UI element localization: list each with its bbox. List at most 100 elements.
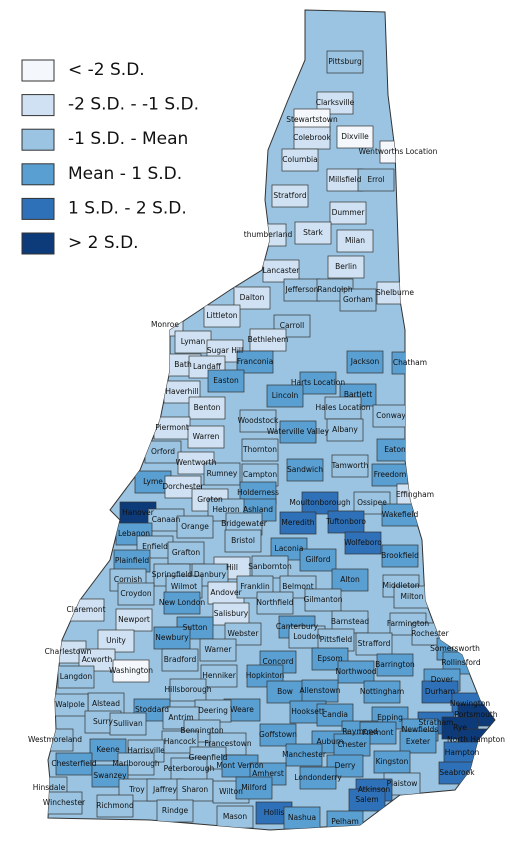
town-name: Mason bbox=[223, 812, 248, 821]
town-name: Antrim bbox=[168, 713, 193, 722]
town-name: Epsom bbox=[317, 654, 342, 663]
town-name: Stewartstown bbox=[286, 115, 338, 124]
town-area bbox=[381, 544, 419, 568]
town-name: Littleton bbox=[206, 311, 237, 320]
town-area bbox=[279, 511, 317, 535]
town-name: Gilmanton bbox=[304, 595, 343, 604]
town-area bbox=[161, 648, 199, 672]
town-area bbox=[96, 794, 134, 818]
town-name: Winchester bbox=[43, 798, 86, 807]
town-name: Enfield bbox=[142, 542, 168, 551]
town-area bbox=[203, 462, 241, 486]
legend: < -2 S.D. -2 S.D. - -1 S.D. -1 S.D. - Mean… bbox=[21, 59, 199, 255]
town-name: Barrington bbox=[375, 660, 415, 669]
town-name: Jefferson bbox=[285, 285, 319, 294]
town-name: Warren bbox=[193, 432, 220, 441]
town-area bbox=[203, 304, 241, 328]
town-name: Campton bbox=[243, 470, 277, 479]
town-name: Loudon bbox=[293, 632, 321, 641]
town-name: Bristol bbox=[231, 536, 255, 545]
town-name: Hales Location bbox=[316, 403, 371, 412]
town-area bbox=[299, 766, 337, 790]
legend-swatch bbox=[21, 197, 55, 220]
town-area bbox=[294, 221, 332, 245]
town-area bbox=[233, 286, 271, 310]
town-name: Harts Location bbox=[291, 378, 346, 387]
town-area bbox=[336, 229, 374, 253]
town-name: Jaffrey bbox=[152, 785, 178, 794]
town-name: Conway bbox=[376, 411, 406, 420]
town-name: Strafford bbox=[358, 639, 391, 648]
town-area bbox=[399, 730, 437, 754]
town-name: Thornton bbox=[242, 445, 277, 454]
town-area bbox=[176, 515, 214, 539]
town-name: Columbia bbox=[282, 155, 317, 164]
town-name: Danbury bbox=[194, 570, 227, 579]
town-area bbox=[109, 712, 147, 736]
town-name: Allenstown bbox=[300, 686, 341, 695]
town-name: Durham bbox=[425, 687, 455, 696]
town-name: Lebanon bbox=[118, 529, 150, 538]
town-area bbox=[355, 632, 393, 656]
town-area bbox=[239, 409, 277, 433]
town-name: Wilmot bbox=[171, 582, 197, 591]
town-name: Claremont bbox=[66, 605, 105, 614]
town-name: Bridgewater bbox=[221, 519, 268, 528]
town-name: Amherst bbox=[252, 769, 284, 778]
town-name: Randolph bbox=[317, 285, 353, 294]
town-name: Easton bbox=[213, 376, 239, 385]
town-name: Hill bbox=[226, 563, 238, 572]
town-name: Washington bbox=[109, 666, 153, 675]
town-name: Mont Vernon bbox=[216, 761, 264, 770]
town-name: Hancock bbox=[164, 737, 197, 746]
town-area bbox=[188, 396, 226, 420]
town-name: Canterbury bbox=[276, 622, 319, 631]
town-area bbox=[316, 91, 354, 115]
town-name: Clarksville bbox=[316, 98, 355, 107]
town-area bbox=[262, 259, 300, 283]
town-area bbox=[207, 369, 245, 393]
town-area bbox=[327, 255, 365, 279]
town-name: Candia bbox=[322, 710, 348, 719]
town-area bbox=[285, 743, 323, 767]
town-name: Troy bbox=[128, 785, 145, 794]
town-area bbox=[346, 350, 384, 374]
town-name: Richmond bbox=[96, 801, 134, 810]
town-area bbox=[376, 653, 414, 677]
town-name: Goffstown bbox=[259, 730, 297, 739]
town-area bbox=[259, 723, 297, 747]
legend-label: 1 S.D. - 2 S.D. bbox=[68, 198, 187, 218]
town-name: Bennington bbox=[180, 726, 223, 735]
town-name: Franklin bbox=[240, 582, 270, 591]
town-name: North Hampton bbox=[447, 735, 505, 744]
town-area bbox=[336, 125, 374, 149]
town-name: Henniker bbox=[202, 671, 237, 680]
town-name: Deering bbox=[198, 706, 228, 715]
town-labels: Pittsburg Clarksville Stewartstown Colebroo… bbox=[28, 57, 505, 826]
town-name: Northwood bbox=[335, 667, 376, 676]
town-name: Ashland bbox=[243, 505, 273, 514]
town-area bbox=[236, 350, 274, 374]
town-area bbox=[235, 776, 273, 800]
town-area bbox=[256, 591, 294, 615]
town-name: Bath bbox=[174, 360, 192, 369]
town-name: Greenfield bbox=[189, 753, 228, 762]
town-name: Haverhill bbox=[165, 387, 198, 396]
town-name: Stratham bbox=[419, 718, 454, 727]
town-name: Lyman bbox=[181, 337, 206, 346]
town-name: Groton bbox=[197, 495, 223, 504]
town-area bbox=[421, 680, 459, 704]
legend-swatch bbox=[21, 163, 55, 186]
town-name: Northfield bbox=[256, 598, 293, 607]
town-name: Waterville Valley bbox=[267, 427, 330, 436]
town-name: Colebrook bbox=[293, 133, 331, 142]
town-name: Plaistow bbox=[387, 779, 418, 788]
town-name: Moultonborough bbox=[289, 498, 351, 507]
legend-label: < -2 S.D. bbox=[68, 60, 145, 80]
town-area bbox=[357, 168, 395, 192]
town-area bbox=[299, 548, 337, 572]
town-name: New London bbox=[159, 598, 205, 607]
town-name: Chatham bbox=[393, 358, 427, 367]
town-area bbox=[329, 201, 367, 225]
legend-swatch bbox=[21, 232, 55, 255]
